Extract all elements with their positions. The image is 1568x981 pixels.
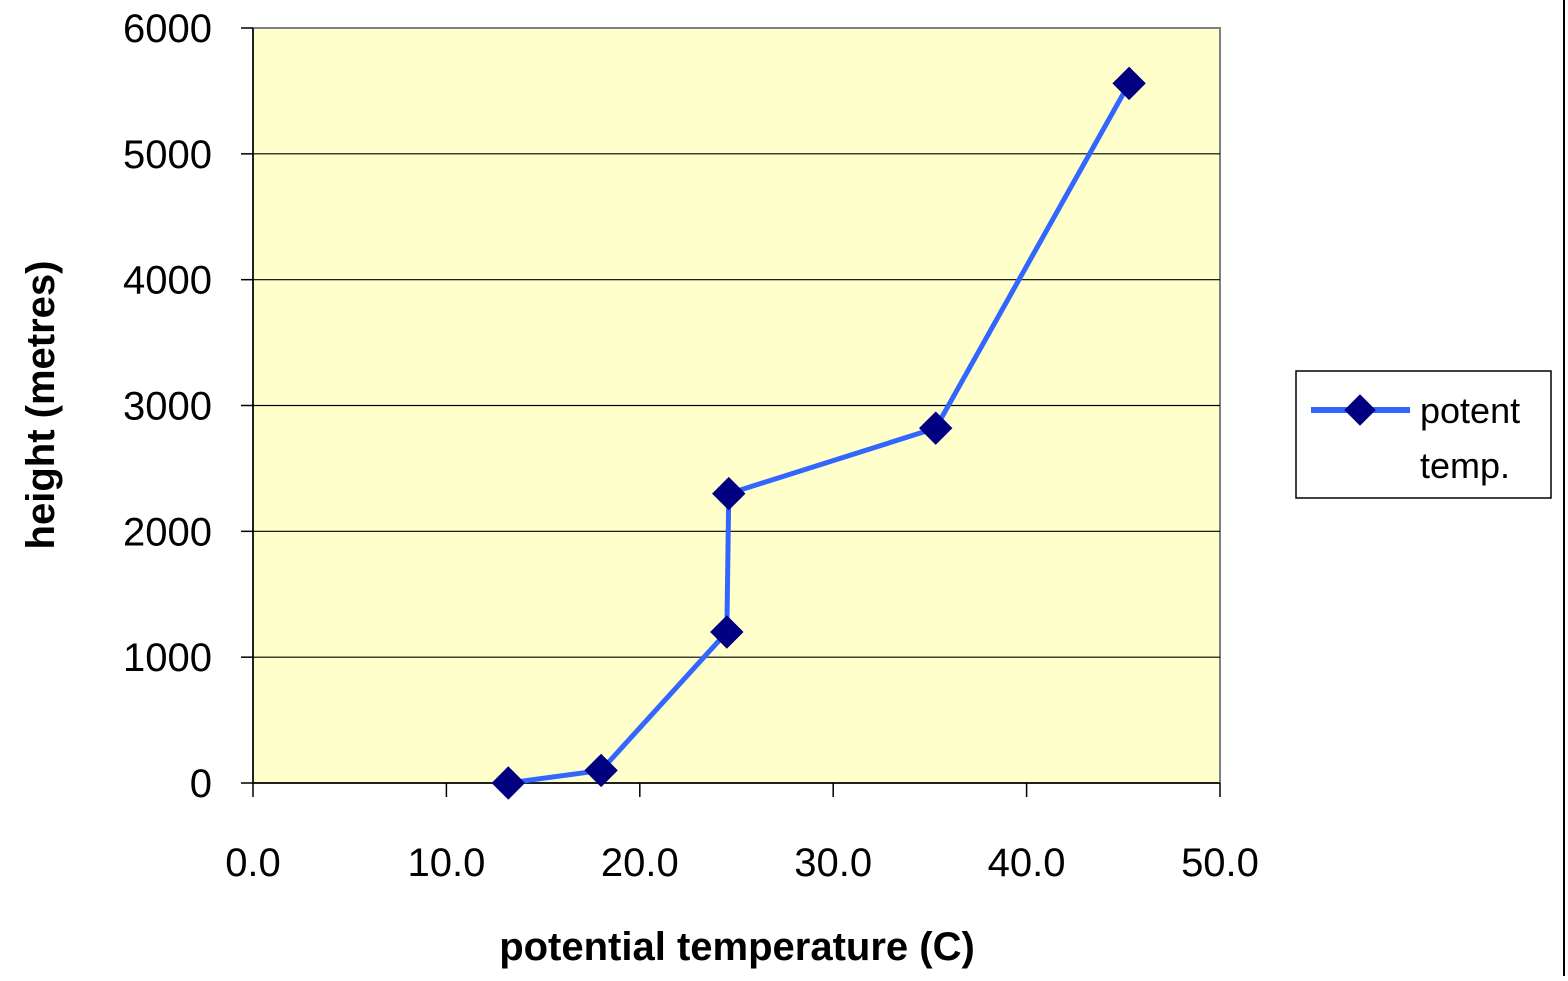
x-tick-label: 10.0 xyxy=(407,841,485,885)
axis-layer: 0 1000 2000 3000 4000 5000 6000 0.0 10.0 20.0 30.0… xyxy=(123,7,1259,885)
y-tick-label: 2000 xyxy=(123,510,212,554)
x-tick-label: 30.0 xyxy=(794,841,872,885)
chart-frame-edge xyxy=(1563,0,1565,976)
legend: potent temp. xyxy=(1295,370,1552,499)
legend-diamond-marker xyxy=(1344,394,1376,426)
y-tick-label: 0 xyxy=(190,762,212,806)
data-point-marker xyxy=(710,615,744,649)
y-tick-label: 6000 xyxy=(123,7,212,51)
legend-label-line2: temp. xyxy=(1420,445,1510,486)
series-line xyxy=(507,82,1132,786)
series-layer xyxy=(491,66,1146,800)
x-tick-label: 40.0 xyxy=(988,841,1066,885)
y-tick-label: 3000 xyxy=(123,385,212,429)
x-tick-label: 20.0 xyxy=(601,841,679,885)
data-point-marker xyxy=(584,753,618,788)
x-axis-title: potential temperature (C) xyxy=(499,925,975,969)
y-axis-title: height (metres) xyxy=(19,261,63,550)
legend-box xyxy=(1295,370,1552,499)
data-point-marker xyxy=(918,411,953,445)
y-tick-label: 4000 xyxy=(123,259,212,303)
x-tick-label: 0.0 xyxy=(225,841,281,885)
y-tick-label: 1000 xyxy=(123,636,212,680)
grid-layer xyxy=(253,153,1220,658)
data-point-marker xyxy=(491,766,525,800)
legend-label-line1: potent xyxy=(1420,390,1520,431)
data-point-marker xyxy=(1112,66,1146,101)
x-tick-label: 50.0 xyxy=(1181,841,1259,885)
y-tick-label: 5000 xyxy=(123,133,212,177)
data-point-marker xyxy=(712,476,746,511)
